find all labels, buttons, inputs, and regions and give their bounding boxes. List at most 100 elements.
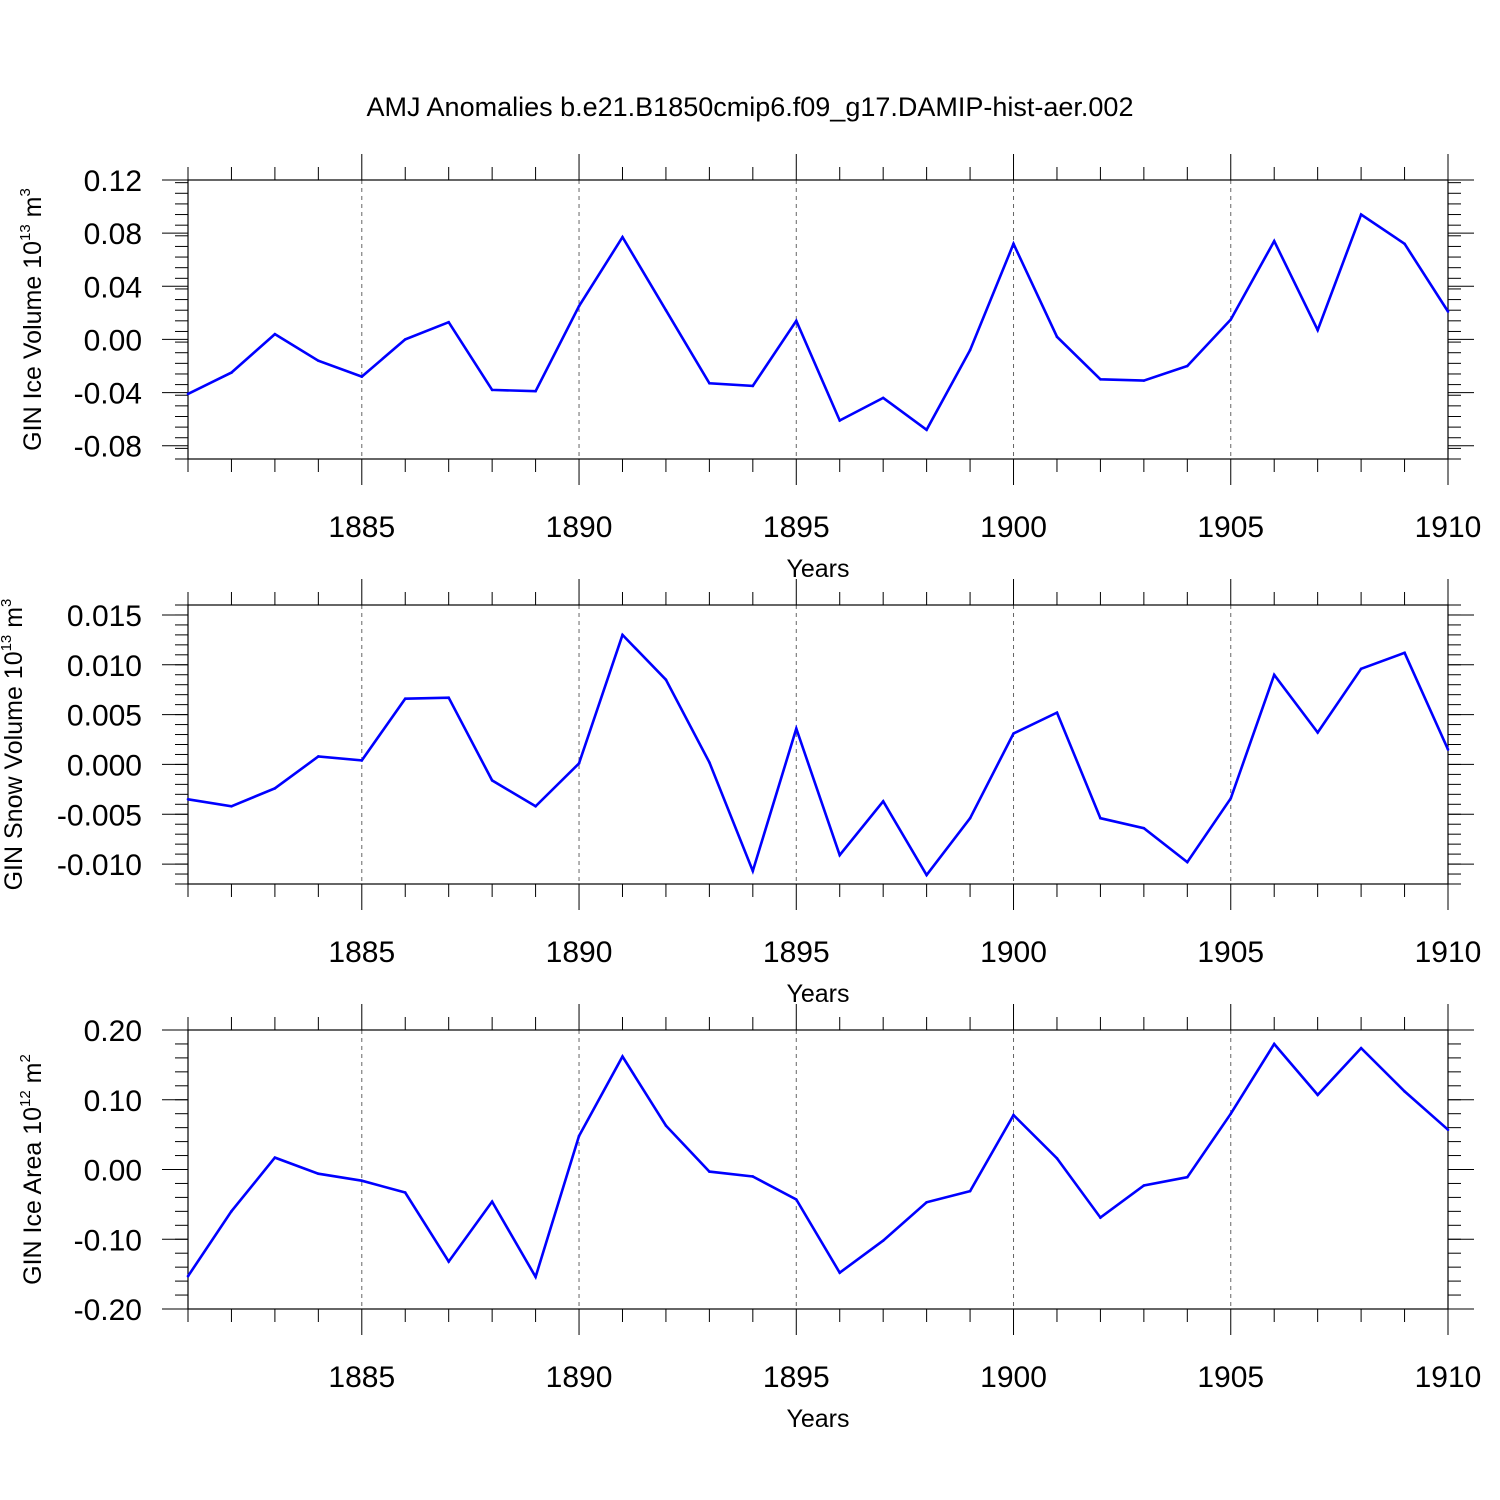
data-point (317, 1172, 320, 1175)
data-point (360, 1179, 364, 1182)
y-tick-label: -0.20 (74, 1294, 142, 1327)
data-point (1229, 1112, 1233, 1115)
y-axis-title: GIN Ice Volume 1013 m3 (17, 188, 47, 451)
x-tick-label: 1910 (1415, 936, 1482, 969)
y-tick-label: 0.000 (67, 749, 142, 782)
y-tick-label: 0.20 (84, 1015, 142, 1048)
data-point (534, 1275, 537, 1279)
y-tick-label: 0.12 (84, 165, 142, 198)
data-point (968, 1189, 972, 1193)
data-point (1272, 239, 1276, 243)
data-point (1272, 1042, 1276, 1046)
x-axis-title: Years (786, 980, 849, 1008)
x-tick-label: 1890 (546, 936, 613, 969)
y-tick-label: -0.010 (57, 849, 142, 882)
data-point (577, 304, 581, 308)
series-line (187, 632, 1450, 878)
data-point (881, 1239, 885, 1242)
data-point (1446, 748, 1450, 751)
data-point (534, 389, 537, 393)
data-point (230, 804, 233, 808)
data-point (186, 1274, 190, 1278)
data-point (1403, 651, 1406, 655)
data-point (1099, 1216, 1102, 1219)
data-point (360, 759, 364, 762)
y-tick-label: 0.00 (84, 1155, 142, 1188)
x-tick-label: 1905 (1197, 1361, 1264, 1394)
data-point (317, 359, 320, 362)
y-tick-label: 0.015 (67, 600, 142, 633)
data-point (1012, 242, 1015, 246)
data-point (1186, 364, 1189, 368)
data-point (1359, 667, 1363, 671)
y-tick-label: 0.08 (84, 218, 142, 251)
data-point (230, 371, 233, 374)
y-tick-label: 0.00 (84, 324, 142, 357)
y-axis-title-unit-exponent: 3 (0, 599, 15, 607)
data-point (403, 338, 407, 341)
data-point (1186, 860, 1189, 864)
data-point (838, 853, 842, 857)
chart-panels: -0.08 -0.04 0.00 0.04 0.08 0.12 1885 1890 1895 19… (0, 154, 1481, 1433)
y-tick-label: -0.04 (74, 378, 142, 411)
data-point (1359, 1046, 1363, 1050)
data-point (838, 419, 842, 422)
data-point (664, 678, 668, 682)
plot-frame (187, 179, 1449, 460)
data-point (577, 762, 581, 765)
data-point (708, 381, 711, 385)
data-point (1316, 731, 1319, 734)
data-point (794, 1198, 798, 1201)
series-line (187, 212, 1450, 432)
y-tick-label: -0.08 (74, 431, 142, 464)
x-axis-title: Years (786, 555, 849, 583)
y-axis-title-exponent: 13 (17, 224, 34, 241)
data-point (968, 348, 972, 352)
data-point (447, 696, 450, 699)
data-point (1446, 1128, 1450, 1132)
data-point (621, 633, 624, 637)
data-point (751, 869, 755, 873)
data-point (577, 1134, 581, 1138)
data-point (447, 320, 450, 324)
data-point (881, 799, 885, 803)
data-point (534, 804, 537, 808)
data-point (273, 1156, 277, 1159)
y-axis-title-exponent: 12 (17, 1090, 34, 1107)
x-tick-label: 1900 (980, 511, 1047, 544)
data-point (1012, 1113, 1015, 1117)
data-point (490, 779, 494, 782)
x-tick-label: 1895 (763, 1361, 830, 1394)
data-point (230, 1210, 233, 1213)
data-point (1142, 379, 1146, 382)
data-point (838, 1271, 842, 1275)
data-point (664, 1124, 668, 1127)
x-tick-label: 1895 (763, 511, 830, 544)
y-axis-title-unit-exponent: 3 (17, 188, 34, 196)
data-point (1446, 310, 1450, 313)
data-point (751, 384, 755, 388)
data-point (621, 1055, 624, 1058)
y-axis-title: GIN Ice Area 1012 m2 (17, 1054, 47, 1285)
panel-1: -0.08 -0.04 0.00 0.04 0.08 0.12 1885 1890 1895 19… (17, 154, 1481, 583)
data-point (1055, 335, 1059, 339)
data-point (1229, 797, 1233, 800)
data-point (925, 428, 928, 432)
data-point (1055, 711, 1059, 714)
data-point (881, 396, 885, 400)
data-point (1142, 826, 1146, 830)
data-point (1012, 732, 1015, 735)
x-tick-label: 1895 (763, 936, 830, 969)
data-point (925, 873, 928, 877)
panel-2: -0.010 -0.005 0.000 0.005 0.010 0.015 1885 1890… (0, 579, 1481, 1008)
y-axis-title-text: GIN Ice Volume 10 (19, 241, 47, 451)
chart-title: AMJ Anomalies b.e21.B1850cmip6.f09_g17.D… (367, 92, 1134, 122)
x-tick-label: 1885 (328, 936, 395, 969)
y-axis-title-text: GIN Snow Volume 10 (0, 651, 28, 890)
x-axis-title: Years (786, 1405, 849, 1433)
y-axis-title: GIN Snow Volume 1013 m3 (0, 599, 28, 891)
data-point (1142, 1184, 1146, 1187)
panel-3: -0.20 -0.10 0.00 0.10 0.20 1885 1890 1895 1900 19… (17, 1004, 1481, 1433)
data-point (1099, 816, 1102, 820)
